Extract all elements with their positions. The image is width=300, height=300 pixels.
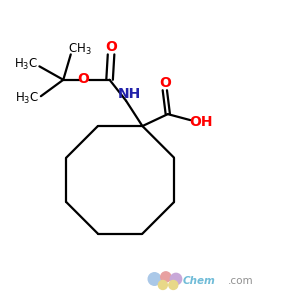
Text: H$_3$C: H$_3$C [14, 56, 38, 71]
Circle shape [148, 273, 161, 285]
Text: O: O [105, 40, 117, 54]
Text: OH: OH [189, 115, 212, 129]
Text: NH: NH [117, 87, 141, 101]
Text: H$_3$C: H$_3$C [15, 91, 40, 106]
Text: CH$_3$: CH$_3$ [68, 41, 92, 57]
Text: O: O [159, 76, 171, 90]
Text: Chem: Chem [183, 276, 216, 286]
Circle shape [161, 272, 171, 282]
Circle shape [169, 280, 178, 290]
Text: O: O [77, 72, 89, 86]
Circle shape [170, 273, 182, 285]
Circle shape [158, 280, 167, 290]
Text: .com: .com [228, 276, 253, 286]
